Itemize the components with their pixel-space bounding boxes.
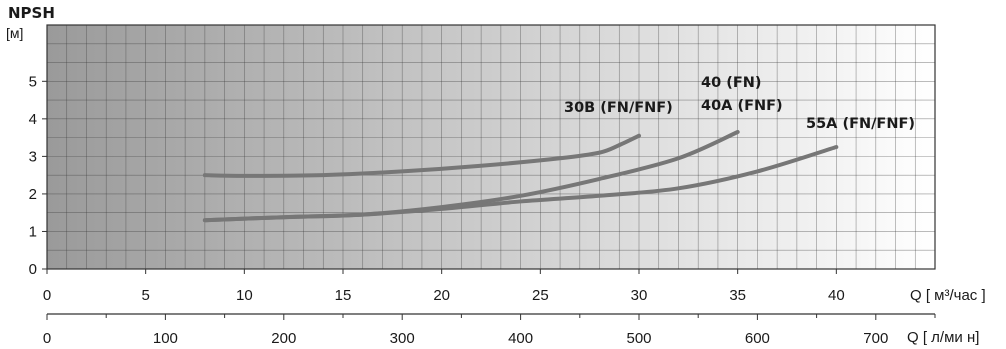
x2-tick-label: 0: [43, 330, 51, 347]
x-tick-label: 25: [532, 287, 549, 304]
x-tick-label: 10: [236, 287, 253, 304]
x-tick-label: 0: [43, 287, 51, 304]
x-tick-label: 35: [729, 287, 746, 304]
y-tick-label: 1: [29, 223, 37, 240]
x-tick-label: 40: [828, 287, 845, 304]
y-axis-title: NPSH: [8, 4, 55, 22]
y-tick-label: 3: [29, 148, 37, 165]
x-tick-label: 20: [433, 287, 450, 304]
series-line-2: [202, 145, 839, 223]
y-tick-label: 0: [29, 261, 37, 278]
x-tick-label: 30: [631, 287, 648, 304]
series-line-0: [202, 133, 641, 178]
y-axis: 0 1 2 3 4 5: [29, 73, 47, 278]
x2-tick-label: 300: [390, 330, 415, 347]
plot-frame: [46, 24, 936, 270]
y-axis-unit: [м]: [6, 25, 23, 41]
x2-tick-label: 700: [863, 330, 888, 347]
series-label-55a: 55A (FN/FNF): [806, 116, 915, 132]
series-label-40a: 40A (FNF): [701, 98, 783, 114]
x-tick-label: 15: [335, 287, 352, 304]
x2-tick-label: 400: [508, 330, 533, 347]
y-tick-label: 5: [29, 73, 37, 90]
series-lines: [202, 129, 839, 223]
y-tick-label: 4: [29, 111, 37, 128]
x2-tick-label: 200: [271, 330, 296, 347]
x2-tick-label: 600: [745, 330, 770, 347]
x-axis: 0 5 10 15 20 25 30 35 40: [43, 269, 845, 304]
x2-axis-unit: Q [ л/ми н]: [907, 329, 979, 346]
x-axis-unit: Q [ м³/час ]: [910, 287, 986, 304]
x2-tick-label: 500: [626, 330, 651, 347]
grid: [47, 25, 935, 269]
series-label-30b: 30B (FN/FNF): [564, 100, 673, 116]
series-label-40: 40 (FN): [701, 75, 762, 91]
plot-background: [47, 25, 935, 269]
x2-axis: 0 100 200 300 400 500 600 700: [43, 313, 936, 347]
x2-tick-label: 100: [153, 330, 178, 347]
y-tick-label: 2: [29, 186, 37, 203]
x-tick-label: 5: [141, 287, 149, 304]
